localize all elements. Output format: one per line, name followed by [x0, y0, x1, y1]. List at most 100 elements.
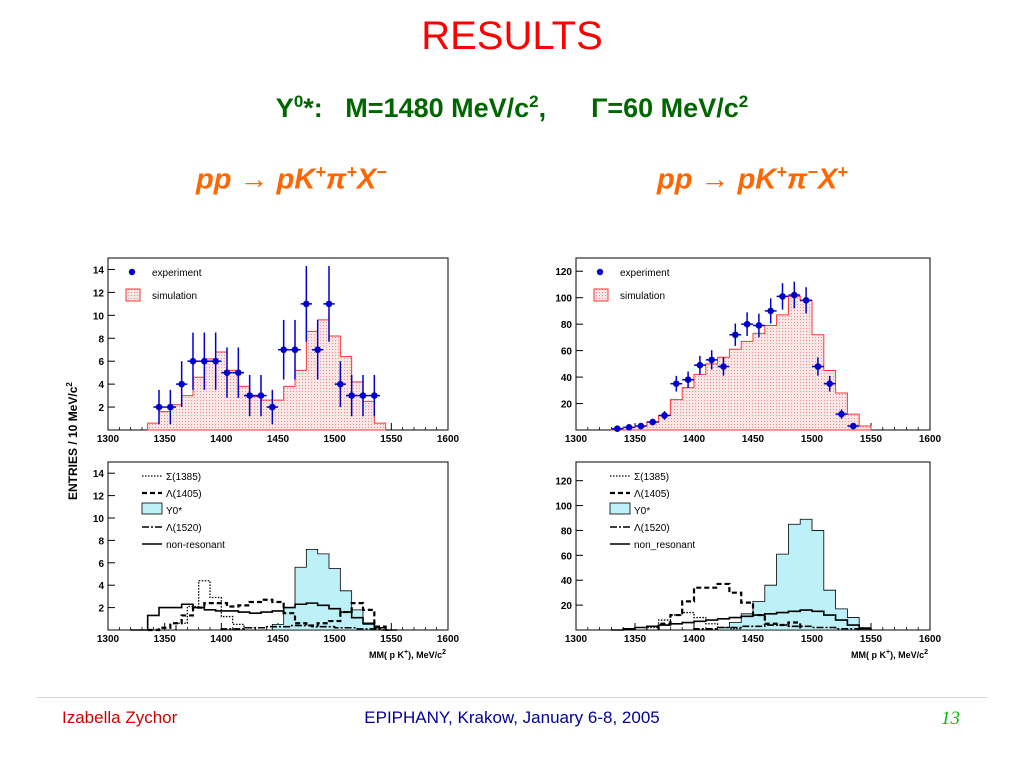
reaction-left-pi: π [325, 163, 347, 196]
legend-label: simulation [152, 291, 197, 302]
experiment-point [729, 323, 742, 346]
experiment-marker [246, 392, 253, 399]
x-tick-label: 1350 [154, 434, 177, 445]
experiment-marker [814, 363, 822, 370]
experiment-marker [223, 369, 231, 376]
lambda1405-line [147, 598, 387, 632]
experiment-point [334, 361, 346, 408]
experiment-marker [359, 392, 367, 399]
legend-simulation-swatch [593, 288, 609, 302]
reaction-left-initial: pp [196, 163, 232, 196]
y-tick-label: 120 [555, 477, 572, 488]
y-tick-label: 6 [98, 357, 104, 368]
experiment-marker [235, 369, 242, 376]
x-tick-label: 1400 [683, 634, 706, 645]
reaction-left-arrow: → [239, 163, 269, 196]
reaction-right-initial: pp [657, 163, 693, 196]
y-tick-label: 120 [555, 267, 572, 278]
experiment-point [312, 319, 324, 380]
y-tick-label: 4 [98, 380, 104, 391]
y-tick-label: 20 [561, 400, 573, 411]
experiment-point [278, 319, 290, 380]
histogram-bottom-left: 1300 1350 1400 1450 1500 1550 1600 2 4 6 8 10 12 14 Σ(… [93, 461, 460, 660]
y-tick-label: 2 [98, 604, 104, 615]
experiment-point [788, 281, 801, 309]
x-tick-label: 1550 [380, 434, 403, 445]
legend-label: Y0* [634, 506, 650, 517]
experiment-marker [826, 380, 833, 387]
experiment-point [232, 347, 244, 398]
sigma1385-line [175, 580, 256, 630]
x-tick-label: 1500 [801, 634, 824, 645]
experiment-marker [838, 410, 845, 418]
experiment-marker [348, 392, 355, 399]
lambda1520-line [220, 624, 392, 631]
y-tick-label: 8 [98, 334, 104, 345]
experiment-marker [291, 346, 299, 354]
reaction-right-products: pK [737, 163, 777, 196]
experiment-marker [684, 376, 692, 384]
footer-author: Izabella Zychor [62, 708, 178, 727]
experiment-point [198, 332, 210, 390]
experiment-point [646, 418, 659, 426]
x-tick-label: 1300 [97, 634, 120, 645]
y-tick-label: 60 [561, 551, 573, 562]
x-tick-label: 1300 [97, 434, 120, 445]
x-tick-label: 1450 [742, 434, 765, 445]
experiment-marker [791, 291, 798, 299]
legend-label: Λ(1405) [166, 489, 202, 500]
x-tick-label: 1550 [860, 634, 883, 645]
experiment-point [611, 425, 624, 432]
x-tick-label: 1350 [624, 634, 647, 645]
experiment-marker [614, 425, 621, 432]
reaction-right-arrow: → [700, 163, 730, 196]
x-tick-label: 1550 [860, 434, 883, 445]
experiment-point [300, 266, 312, 342]
experiment-point [741, 312, 753, 336]
legend-experiment-marker [128, 268, 136, 276]
legend-y0-swatch [141, 502, 163, 515]
experiment-point [346, 374, 358, 417]
reaction-left-products: pK [276, 163, 316, 196]
experiment-marker [743, 320, 751, 328]
y-axis-title: ENTRIES / 10 MeV/c2 [65, 382, 80, 500]
x-tick-label: 1350 [154, 634, 177, 645]
experiment-point [635, 422, 647, 430]
x-tick-label: 1400 [210, 434, 233, 445]
legend-label: simulation [620, 291, 665, 302]
experiment-point [187, 332, 199, 390]
experiment-point [847, 422, 860, 430]
experiment-point [682, 371, 694, 388]
y-tick-label: 12 [93, 492, 105, 503]
experiment-marker [325, 300, 333, 308]
y-tick-label: 100 [555, 502, 572, 513]
y-axis-title-text: ENTRIES / 10 MeV/c [66, 386, 80, 500]
x-tick-label: 1600 [437, 634, 460, 645]
experiment-marker [779, 293, 786, 300]
experiment-point [717, 357, 730, 376]
y-tick-label: 100 [555, 294, 572, 305]
reaction-right-k-sup: + [776, 162, 787, 182]
footer-event: EPIPHANY, Krakow, January 6-8, 2005 [364, 708, 660, 727]
y-tick-label: 40 [561, 373, 573, 384]
legend-label: non-resonant [166, 540, 225, 551]
experiment-point [776, 283, 789, 310]
histogram-top-right: 1300 1350 1400 1450 1500 1550 1600 20 40 60 80 100 1… [555, 257, 942, 445]
legend-y0-swatch [609, 502, 631, 515]
x-tick-label: 1400 [210, 634, 233, 645]
legend-label: non_resonant [634, 540, 695, 551]
mass-sup: 2 [529, 92, 539, 111]
experiment-marker [212, 357, 219, 365]
particle-name: Y [275, 93, 294, 123]
reaction-right-x-sup: + [837, 162, 848, 182]
experiment-marker [673, 380, 680, 387]
x-tick-label: 1400 [683, 434, 706, 445]
x-tick-label: 1600 [919, 634, 942, 645]
x-tick-label: 1600 [919, 434, 942, 445]
reaction-left: pp → pK+π+X− [196, 162, 387, 197]
x-tick-label: 1450 [267, 434, 290, 445]
experiment-marker [303, 300, 310, 308]
experiment-marker [337, 380, 344, 388]
legend-label: Λ(1405) [634, 489, 670, 500]
reaction-right-pi: π [786, 163, 808, 196]
